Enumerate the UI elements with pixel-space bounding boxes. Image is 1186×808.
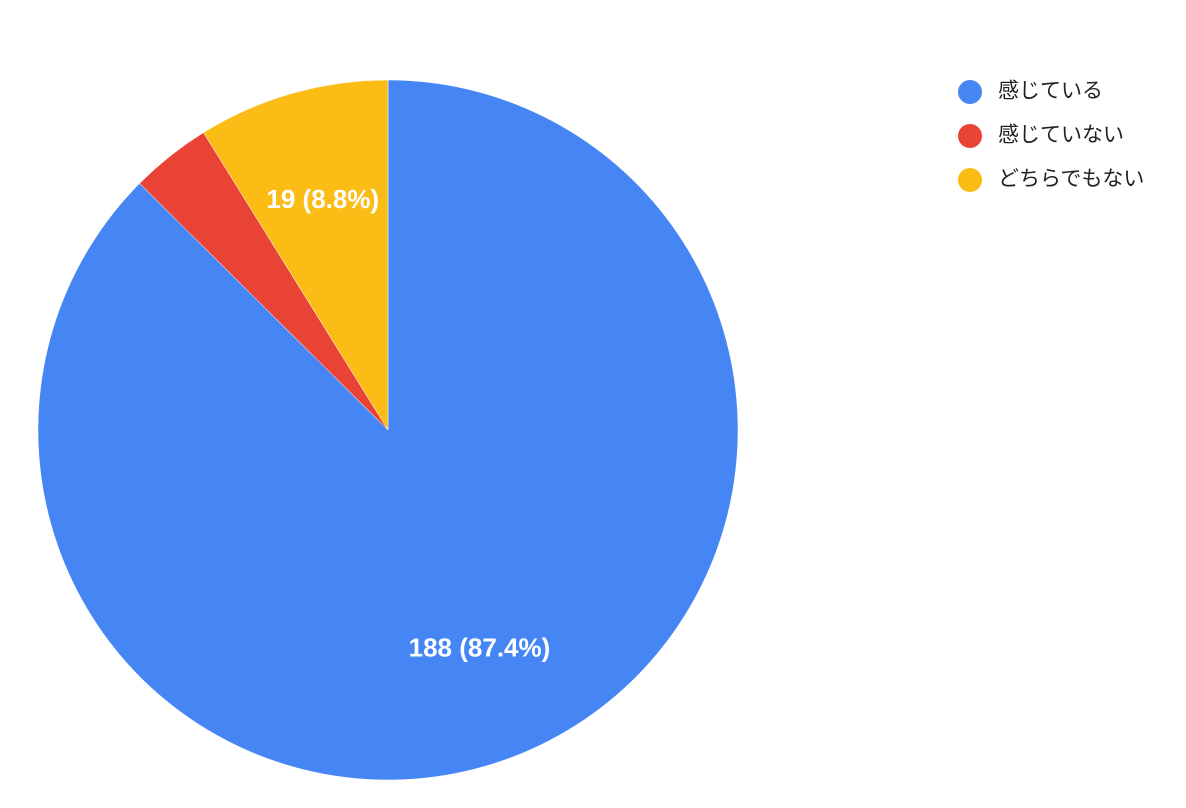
data-label: 19 (8.8%) (266, 184, 379, 214)
legend-label: どちらでもない (998, 168, 1144, 191)
legend-label: 感じていない (998, 124, 1124, 147)
pie-slice (203, 79, 389, 431)
legend-swatch (958, 124, 982, 148)
legend-swatch (958, 80, 982, 104)
data-label: 188 (87.4%) (409, 633, 551, 663)
legend-swatch (958, 168, 982, 192)
legend-label: 感じている (998, 80, 1103, 103)
